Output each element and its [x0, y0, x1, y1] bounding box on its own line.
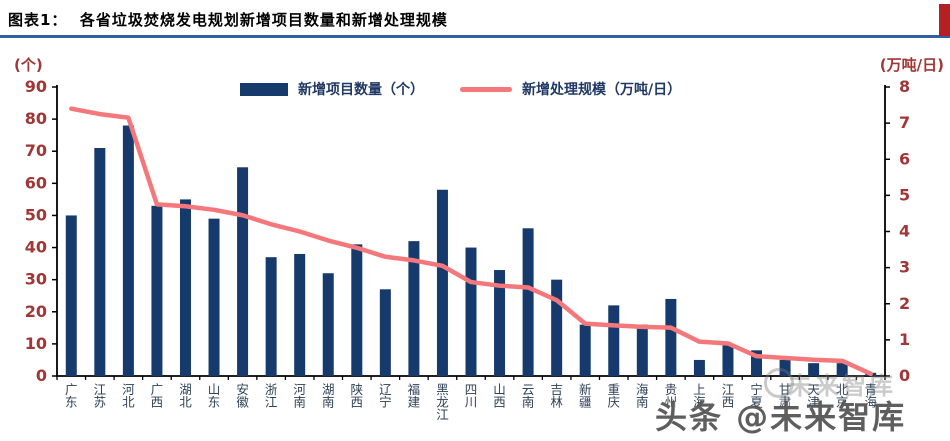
category-label: 江西	[722, 382, 735, 410]
left-tick-label: 50	[25, 205, 47, 224]
category-label: 黑龙江	[436, 382, 449, 422]
right-tick-label: 2	[899, 294, 910, 313]
bar	[465, 247, 477, 376]
bar	[408, 241, 420, 376]
category-label: 宁夏	[750, 382, 763, 410]
left-tick-label: 70	[25, 141, 47, 160]
right-tick-label: 8	[899, 77, 910, 96]
bar	[608, 305, 620, 376]
bar	[151, 205, 163, 376]
category-label: 北京	[836, 382, 849, 410]
bar	[693, 359, 705, 376]
bar-swatch-icon	[240, 82, 288, 96]
left-tick-label: 20	[25, 302, 47, 321]
left-tick-label: 90	[25, 77, 47, 96]
right-tick-label: 6	[899, 149, 910, 168]
category-label: 辽宁	[379, 382, 392, 410]
bar	[208, 218, 220, 376]
legend-line-label: 新增处理规模（万吨/日）	[522, 82, 682, 98]
bar	[808, 363, 820, 376]
left-tick-label: 30	[25, 270, 47, 289]
bar	[579, 324, 591, 376]
category-label: 福建	[408, 382, 421, 410]
bar	[836, 363, 848, 376]
category-label: 江苏	[94, 382, 107, 410]
bar	[265, 257, 277, 376]
right-tick-label: 7	[899, 113, 910, 132]
category-label: 吉林	[550, 382, 563, 410]
category-label: 广西	[151, 382, 164, 410]
legend-item-bars: 新增项目数量（个）	[240, 79, 424, 99]
bar	[94, 148, 106, 376]
category-label: 河南	[293, 382, 306, 410]
category-label: 安徽	[236, 382, 249, 410]
bar	[122, 125, 134, 377]
right-tick-label: 3	[899, 258, 910, 277]
bar-line-chart: 0 10 20 30 40 50 60 70 80 90 0 1 2 3 4 5 6 7 8 广东江苏河北广西湖北山东…	[25, 77, 910, 422]
bar	[779, 359, 791, 376]
bar	[179, 199, 191, 376]
line-series	[69, 106, 873, 377]
watermark-logo-circle	[764, 368, 794, 398]
category-label: 湖北	[179, 382, 192, 410]
bar	[351, 244, 363, 376]
right-tick-label: 4	[899, 222, 910, 241]
left-tick-label: 10	[25, 334, 47, 353]
category-label: 湖南	[322, 382, 335, 410]
line-swatch-icon	[460, 86, 512, 92]
category-label: 天津	[807, 382, 820, 410]
category-label: 新疆	[579, 382, 592, 410]
category-label: 浙江	[265, 382, 278, 410]
category-label: 广东	[65, 382, 78, 410]
right-tick-label: 1	[899, 330, 910, 349]
chart-legend: 新增项目数量（个） 新增处理规模（万吨/日）	[240, 79, 681, 99]
category-label: 山西	[493, 382, 506, 410]
category-label: 山东	[208, 382, 221, 410]
category-label: 贵州	[665, 382, 678, 410]
title-underline	[0, 35, 950, 38]
left-tick-label: 0	[36, 366, 47, 385]
bar	[294, 253, 306, 376]
category-label: 陕西	[351, 382, 364, 410]
left-tick-label: 60	[25, 173, 47, 192]
bar	[751, 350, 763, 376]
page-title: 图表1： 各省垃圾焚烧发电规划新增项目数量和新增处理规模	[8, 11, 448, 29]
bar	[551, 279, 563, 376]
category-label: 云南	[522, 382, 535, 410]
bar	[636, 324, 648, 376]
category-label: 海南	[636, 382, 649, 410]
bar	[237, 167, 249, 376]
legend-bar-label: 新增项目数量（个）	[298, 82, 424, 98]
bar	[494, 270, 506, 376]
left-axis-unit: (个)	[14, 56, 43, 74]
corner-stripe	[939, 4, 950, 36]
bar	[722, 343, 734, 376]
bar	[322, 273, 334, 376]
category-label: 青海	[864, 382, 877, 410]
bar	[379, 289, 391, 376]
watermark-text: 头条 @未来智库	[655, 398, 907, 436]
category-label: 四川	[465, 382, 478, 410]
bar	[65, 215, 77, 376]
bar	[436, 189, 448, 376]
legend-item-line: 新增处理规模（万吨/日）	[460, 79, 681, 99]
watermark-echo: 未来智库	[788, 372, 896, 400]
category-label: 上海	[693, 382, 706, 410]
right-tick-label: 5	[899, 185, 910, 204]
left-tick-label: 80	[25, 109, 47, 128]
bar	[665, 298, 677, 376]
bar	[522, 228, 534, 376]
right-tick-label: 0	[899, 366, 910, 385]
category-label: 重庆	[608, 382, 621, 410]
right-axis-unit: (万吨/日)	[879, 56, 944, 74]
left-tick-label: 40	[25, 238, 47, 257]
category-label: 河北	[122, 382, 135, 410]
